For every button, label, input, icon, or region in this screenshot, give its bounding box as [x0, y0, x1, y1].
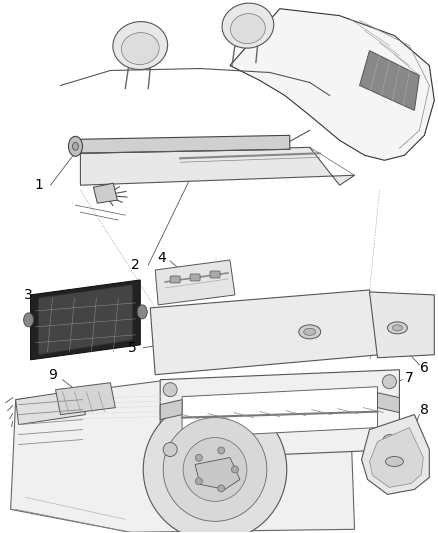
Polygon shape [160, 400, 182, 419]
Circle shape [382, 375, 396, 389]
FancyBboxPatch shape [210, 271, 220, 278]
Circle shape [183, 438, 247, 502]
Text: 9: 9 [48, 368, 57, 382]
Text: 5: 5 [128, 341, 137, 355]
Ellipse shape [388, 322, 407, 334]
Ellipse shape [304, 328, 316, 335]
Polygon shape [155, 260, 235, 305]
Polygon shape [195, 457, 240, 489]
Circle shape [195, 478, 202, 484]
FancyBboxPatch shape [190, 274, 200, 281]
Ellipse shape [137, 305, 147, 319]
Ellipse shape [113, 22, 168, 69]
Polygon shape [75, 135, 290, 154]
Polygon shape [160, 370, 399, 459]
Ellipse shape [68, 136, 82, 156]
Polygon shape [182, 386, 378, 438]
Text: 8: 8 [420, 402, 429, 417]
Circle shape [218, 485, 225, 492]
Polygon shape [93, 183, 117, 203]
Ellipse shape [392, 325, 403, 331]
Ellipse shape [222, 3, 274, 48]
Ellipse shape [72, 142, 78, 150]
Ellipse shape [24, 313, 34, 327]
Polygon shape [370, 427, 424, 487]
Ellipse shape [299, 325, 321, 339]
Text: 4: 4 [158, 251, 166, 265]
Ellipse shape [230, 14, 265, 44]
Circle shape [382, 434, 396, 449]
Circle shape [163, 383, 177, 397]
Polygon shape [378, 393, 399, 413]
Polygon shape [39, 285, 132, 355]
Circle shape [163, 442, 177, 456]
Text: 3: 3 [24, 288, 33, 302]
Circle shape [163, 417, 267, 521]
Polygon shape [370, 292, 434, 358]
Polygon shape [150, 290, 379, 375]
Polygon shape [11, 379, 355, 532]
Text: 1: 1 [34, 178, 43, 192]
Polygon shape [361, 415, 429, 495]
Polygon shape [81, 147, 355, 185]
Circle shape [143, 398, 287, 533]
Ellipse shape [385, 456, 403, 466]
Text: 6: 6 [420, 361, 429, 375]
Polygon shape [360, 51, 419, 110]
Ellipse shape [121, 33, 159, 64]
Polygon shape [16, 390, 85, 425]
Text: 2: 2 [131, 258, 140, 272]
FancyBboxPatch shape [170, 276, 180, 283]
Circle shape [231, 466, 238, 473]
Polygon shape [56, 383, 115, 415]
Polygon shape [31, 280, 140, 360]
Text: 7: 7 [405, 371, 414, 385]
Circle shape [218, 447, 225, 454]
Circle shape [195, 454, 202, 461]
Polygon shape [230, 9, 434, 160]
